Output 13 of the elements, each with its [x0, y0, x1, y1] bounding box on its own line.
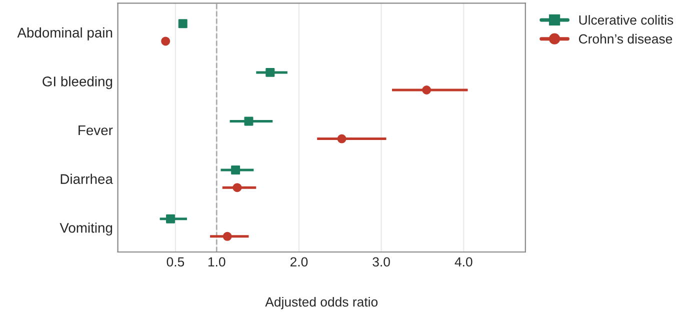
x-tick-label: 0.5 — [166, 257, 184, 267]
x-tick-label: 2.0 — [290, 257, 308, 267]
y-tick-label: Fever — [78, 125, 113, 136]
x-axis-title: Adjusted odds ratio — [265, 296, 378, 310]
y-tick-label: Abdominal pain — [17, 27, 112, 40]
y-tick-label: GI bleeding — [42, 76, 112, 90]
x-tick-label: 4.0 — [454, 257, 472, 267]
x-tick-label: 3.0 — [372, 257, 390, 267]
legend-label: Crohn’s disease — [578, 34, 672, 44]
y-tick-label: Vomiting — [60, 222, 112, 236]
x-tick-label: 1.0 — [208, 257, 226, 267]
legend-label: Ulcerative colitis — [579, 15, 674, 25]
y-tick-label: Diarrhea — [60, 174, 113, 184]
